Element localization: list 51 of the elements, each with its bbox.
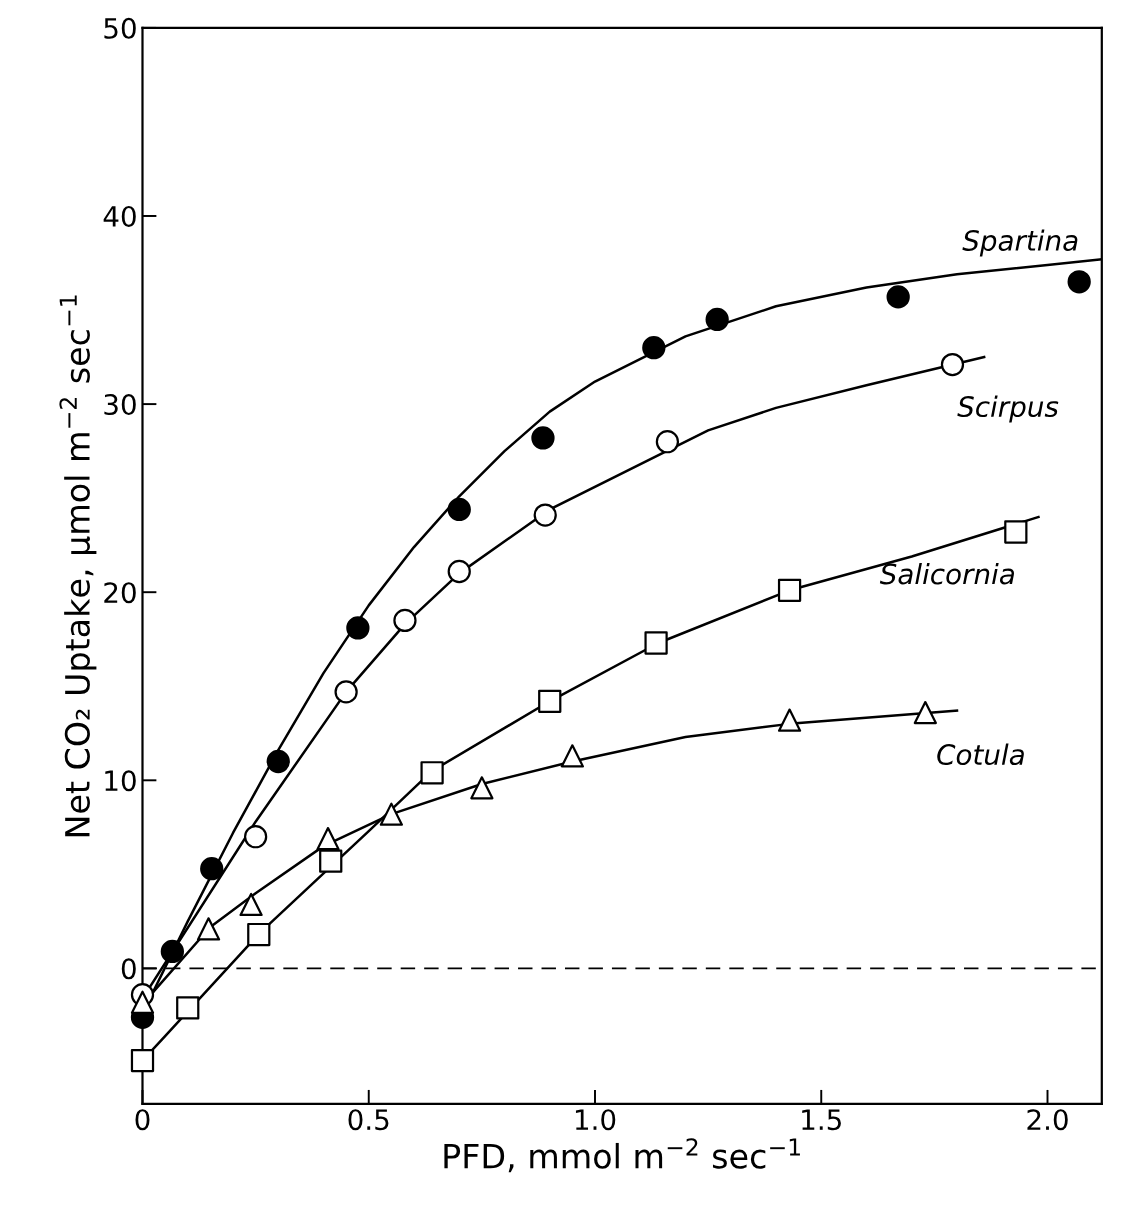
point (247, 922, 271, 947)
point (533, 503, 557, 527)
y-tick-label: 40 (103, 205, 136, 227)
point (777, 578, 802, 602)
series-label: Scirpus (957, 395, 1059, 423)
point (393, 608, 417, 633)
point (266, 749, 290, 774)
point (655, 430, 680, 454)
x-tick-label: 0.5 (348, 1109, 389, 1131)
point (447, 559, 471, 584)
x-tick-label: 1.5 (802, 1109, 841, 1131)
point (913, 700, 937, 725)
point (316, 826, 340, 851)
x-tick-label: 1.0 (575, 1109, 616, 1131)
y-axis-title: Net CO₂ Uptake, μmol m$^{−2}$ sec$^{−1}$ (59, 295, 97, 837)
x-tick-label: 0 (135, 1109, 150, 1131)
point (642, 336, 666, 360)
x-axis-title: PFD, mmol m$^{−2}$ sec$^{−1}$ (444, 1138, 800, 1173)
point (470, 776, 494, 800)
point (531, 426, 555, 450)
point (560, 744, 585, 768)
point (196, 917, 221, 941)
y-tick-label: 30 (104, 394, 136, 416)
point (319, 849, 343, 873)
point (130, 1048, 155, 1073)
point (176, 996, 200, 1020)
point (538, 689, 562, 713)
series-label: Spartina (962, 229, 1078, 257)
point (705, 307, 729, 332)
point (160, 939, 184, 964)
point (447, 497, 471, 522)
point (1004, 520, 1028, 544)
point (334, 680, 358, 704)
point (886, 285, 910, 309)
y-tick-label: 20 (104, 582, 136, 604)
y-tick-label: 50 (104, 17, 136, 39)
point (777, 708, 802, 732)
point (1067, 270, 1091, 294)
series-label: Cotula (937, 743, 1024, 766)
y-tick-label: 10 (105, 770, 136, 792)
point (940, 352, 965, 377)
series-label: Salicornia (879, 563, 1014, 585)
point (379, 802, 404, 826)
point (130, 990, 155, 1014)
point (200, 857, 224, 881)
point (644, 631, 668, 655)
x-tick-label: 2.0 (1027, 1109, 1068, 1131)
y-tick-label: 0 (121, 958, 136, 980)
point (420, 761, 444, 785)
point (346, 616, 370, 640)
point (243, 825, 268, 849)
